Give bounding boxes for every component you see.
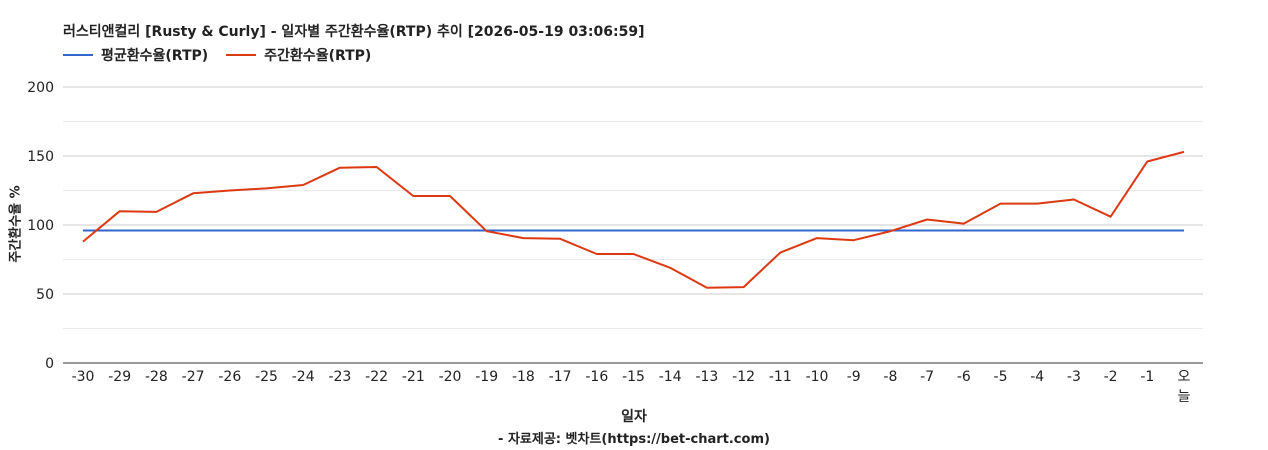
x-tick-label: -6 [957, 369, 971, 385]
x-axis-ticks: -30 -29 -28 -27 -26 -25 -24 -23 -22 -21 -20 -19 -18-… [72, 369, 1191, 405]
x-tick-label: -19 [475, 369, 498, 385]
x-tick-label: -22 [365, 369, 388, 385]
x-tick-label: -8 [883, 369, 897, 385]
x-tick-label: -20 [439, 369, 462, 385]
x-tick-label: -26 [218, 369, 241, 385]
y-tick-label: 100 [27, 218, 54, 234]
x-tick-label: -1 [1140, 369, 1154, 385]
x-tick-label: -11 [769, 369, 792, 385]
x-tick-label: -21 [402, 369, 425, 385]
legend-item-weekly[interactable]: 주간환수율(RTP) [226, 45, 371, 65]
chart-title: 러스티앤컬리 [Rusty & Curly] - 일자별 주간환수율(RTP) … [63, 24, 645, 40]
y-axis-ticks: 0 50 100 150 200 [27, 80, 54, 372]
x-tick-label: -24 [292, 369, 315, 385]
x-tick-label: -12 [732, 369, 755, 385]
y-tick-label: 0 [45, 356, 54, 372]
x-tick-label: -23 [328, 369, 351, 385]
y-tick-label: 150 [27, 149, 54, 165]
x-tick-label: -27 [182, 369, 205, 385]
legend-swatch-weekly [226, 54, 257, 56]
legend-item-average[interactable]: 평균환수율(RTP) [63, 45, 208, 65]
x-tick-label: -17 [549, 369, 572, 385]
x-tick-label: -28 [145, 369, 168, 385]
x-tick-label: -7 [920, 369, 934, 385]
x-tick-label: -15 [622, 369, 645, 385]
x-tick-label: -25 [255, 369, 278, 385]
legend: 평균환수율(RTP) 주간환수율(RTP) [63, 45, 389, 65]
x-tick-label: -14 [659, 369, 682, 385]
x-tick-label: -4 [1030, 369, 1044, 385]
legend-label-weekly: 주간환수율(RTP) [264, 48, 372, 64]
x-tick-label: -16 [585, 369, 608, 385]
series-lines [82, 150, 1185, 289]
x-tick-label: -9 [847, 369, 861, 385]
x-tick-label: -2 [1104, 369, 1118, 385]
x-axis-label: 일자 [621, 409, 647, 425]
x-tick-label: -29 [108, 369, 131, 385]
x-tick-label: -30 [72, 369, 95, 385]
x-tick-label: 늘 [1178, 389, 1191, 405]
y-axis-label: 주간환수율 % [8, 185, 24, 263]
legend-swatch-average [63, 54, 93, 56]
x-tick-label: -18 [512, 369, 535, 385]
y-tick-label: 200 [27, 80, 54, 96]
series-line-weekly [82, 150, 1185, 289]
y-tick-label: 50 [36, 287, 54, 303]
x-tick-label: -5 [994, 369, 1008, 385]
x-tick-label: -13 [695, 369, 718, 385]
gridlines [63, 86, 1203, 364]
source-credit: - 자료제공: 벳차트(https://bet-chart.com) [498, 432, 770, 447]
x-tick-label: -10 [806, 369, 829, 385]
x-tick-label: 오 [1178, 369, 1191, 385]
x-tick-label: -3 [1067, 369, 1081, 385]
legend-label-average: 평균환수율(RTP) [101, 48, 209, 64]
